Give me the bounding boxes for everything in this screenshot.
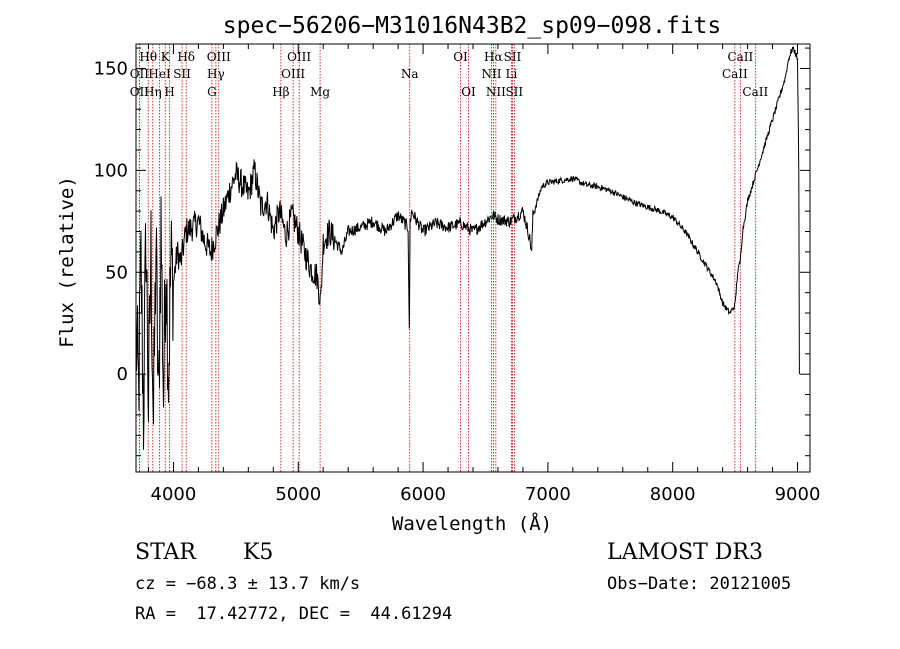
emission-line-label: H [164, 85, 174, 99]
emission-line-label: NII [481, 67, 501, 81]
emission-line-label: NII [486, 85, 506, 99]
chart-title: spec−56206−M31016N43B2_sp09−098.fits [223, 13, 722, 39]
y-axis-label: Flux (relative) [56, 176, 78, 348]
emission-line-label: Hα [484, 50, 503, 64]
y-axis-ticks: 0 50 100 150 [94, 47, 810, 457]
x-tick-label: 6000 [400, 484, 446, 505]
emission-line-label: OII [130, 85, 150, 99]
emission-line-label: HeI [148, 67, 171, 81]
object-subclass: K5 [243, 540, 274, 565]
x-tick-label: 9000 [775, 484, 821, 505]
emission-line-label: Hδ [177, 50, 195, 64]
plot-frame [135, 43, 811, 473]
emission-line-label: OIII [287, 50, 311, 64]
emission-line-label: OI [453, 50, 468, 64]
object-class: STAR [135, 540, 196, 565]
emission-line-label: K [161, 50, 171, 64]
emission-line-label: SII [505, 85, 523, 99]
y-tick-label: 100 [94, 160, 128, 181]
emission-line-label: SII [504, 50, 522, 64]
survey-name: LAMOST DR3 [607, 540, 763, 565]
emission-line-label: Mg [310, 85, 330, 99]
observation-date: Obs−Date: 20121005 [607, 574, 792, 594]
x-tick-label: 5000 [275, 484, 321, 505]
emission-line-label: Hη [144, 85, 162, 99]
x-tick-label: 8000 [650, 484, 696, 505]
emission-line-label: OIII [207, 50, 231, 64]
y-tick-label: 150 [94, 58, 128, 79]
emission-line-label: CaII [742, 85, 768, 99]
ra-dec-coordinates: RA = 17.42772, DEC = 44.61294 [135, 604, 453, 624]
emission-line-label: OIII [281, 67, 305, 81]
x-tick-label: 7000 [525, 484, 571, 505]
emission-line-label: G [207, 85, 217, 99]
emission-line-label: OII [130, 67, 150, 81]
redshift-cz: cz = −68.3 ± 13.7 km/s [135, 574, 361, 594]
emission-line-markers [138, 44, 756, 472]
spectrum-chart: spec−56206−M31016N43B2_sp09−098.fits Hθ O… [56, 13, 821, 535]
y-tick-label: 0 [117, 364, 128, 385]
x-axis-ticks: 4000 5000 6000 7000 8000 9000 [147, 44, 821, 505]
x-axis-label: Wavelength (Å) [392, 512, 552, 535]
emission-line-label: CaII [727, 50, 753, 64]
emission-line-label: Na [401, 67, 419, 81]
y-tick-label: 50 [105, 262, 128, 283]
emission-line-label: OI [461, 85, 476, 99]
spectrum-line [135, 46, 800, 450]
emission-line-label: Hθ [139, 50, 157, 64]
emission-line-label: Li [506, 67, 518, 81]
emission-line-label: Hγ [207, 67, 225, 81]
x-tick-label: 4000 [151, 484, 197, 505]
emission-line-label: Hβ [272, 85, 289, 99]
emission-line-label: CaII [722, 67, 748, 81]
emission-line-label: SII [173, 67, 191, 81]
